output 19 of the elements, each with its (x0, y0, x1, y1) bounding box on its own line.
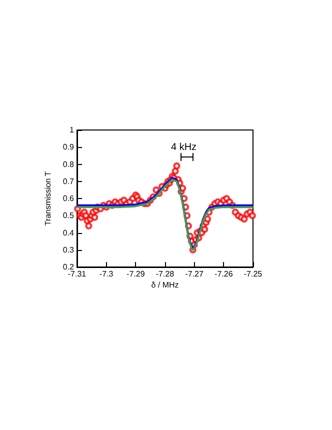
x-tick-label: -7.25 (244, 270, 263, 278)
y-tick-label: 0.8 (62, 160, 75, 169)
y-tick-label: 1 (70, 126, 75, 134)
y-tick-label: 0.9 (62, 142, 75, 152)
y-tick-label: 0.7 (62, 176, 75, 186)
x-tick-label: -7.31 (68, 270, 87, 278)
x-tick-label: -7.27 (185, 270, 204, 278)
x-tick-label: -7.28 (156, 270, 175, 278)
y-tick-label: 0.6 (62, 194, 75, 203)
y-tick-label: 0.2 (62, 262, 75, 272)
y-tick-label: 0.4 (62, 228, 75, 238)
x-tick-label: -7.29 (126, 270, 146, 278)
y-tick-label: 0.5 (62, 211, 75, 220)
y-tick-label: 0.3 (62, 245, 75, 254)
x-tick-label: -7.3 (99, 270, 114, 278)
annotation: 4 kHz (171, 142, 197, 153)
x-axis-title: δ / MHz (151, 280, 179, 290)
y-axis-title: Transmission T (43, 171, 52, 226)
x-tick-label: -7.26 (214, 270, 234, 278)
